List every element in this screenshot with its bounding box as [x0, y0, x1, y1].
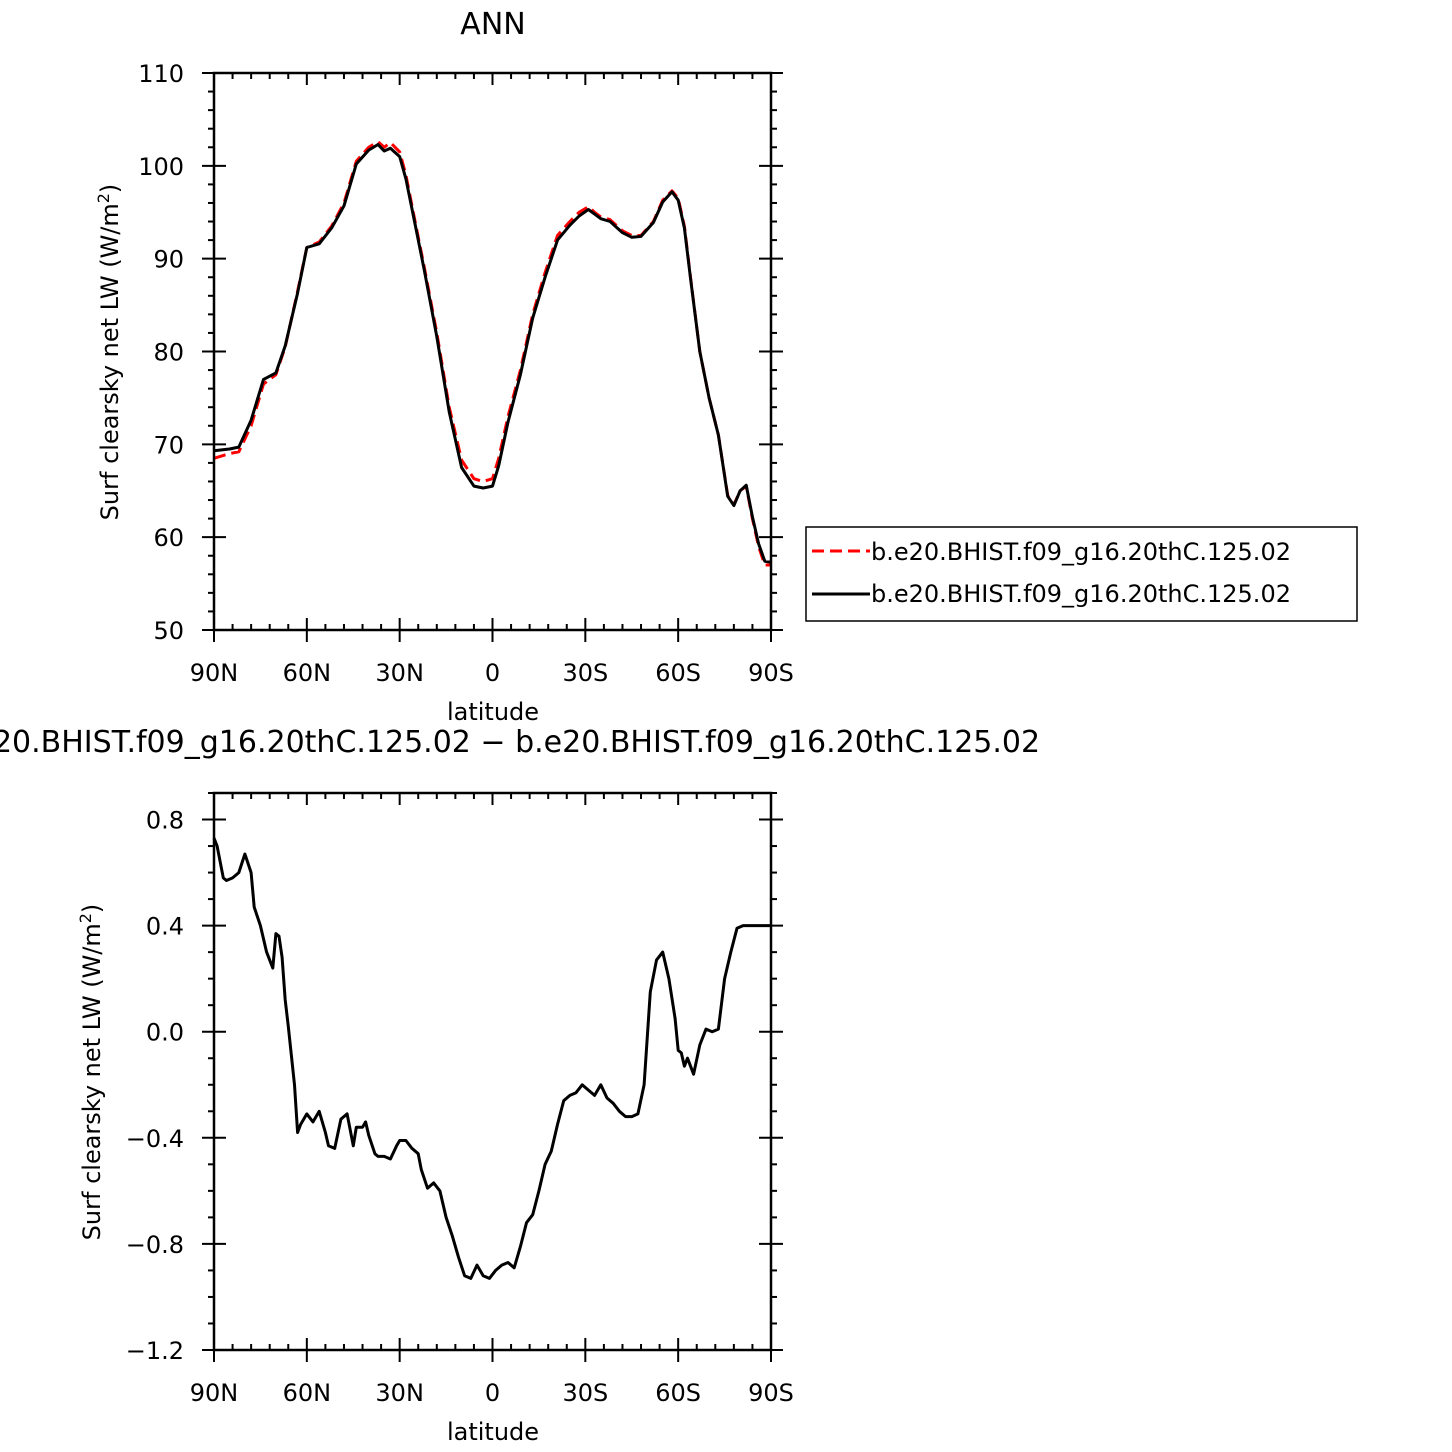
- x-tick-label: 30N: [375, 659, 424, 687]
- y-tick-label: 0.0: [146, 1019, 184, 1047]
- top-plot: ANN Surf clearsky net LW (W/m2) latitude…: [94, 7, 794, 726]
- x-tick-label: 30S: [562, 659, 608, 687]
- x-tick-label: 60S: [655, 1379, 701, 1407]
- top-plot-lines: [213, 140, 772, 567]
- legend: b.e20.BHIST.f09_g16.20thC.125.02 b.e20.B…: [805, 526, 1358, 622]
- x-tick-label: 60N: [283, 659, 332, 687]
- bottom-plot-ylabel: Surf clearsky net LW (W/m2): [76, 904, 106, 1241]
- y-tick-label: 0.8: [146, 807, 184, 835]
- top-plot-ylabel: Surf clearsky net LW (W/m2): [94, 184, 124, 521]
- y-tick-label: 50: [153, 617, 184, 645]
- top-plot-xlabel: latitude: [447, 698, 539, 726]
- x-tick-label: 30S: [562, 1379, 608, 1407]
- series-line-1: [213, 140, 771, 567]
- legend-entry-1: b.e20.BHIST.f09_g16.20thC.125.02: [871, 538, 1291, 566]
- top-plot-title: ANN: [460, 7, 525, 42]
- top-plot-ticks: 90N 60N 30N 0 30S 60S 90S 50 60 70 80 90 100 110: [138, 60, 794, 687]
- bottom-plot-lines: [212, 837, 771, 1280]
- bottom-plot-xlabel: latitude: [447, 1418, 539, 1446]
- series-line-2: [213, 143, 772, 564]
- x-tick-label: 30N: [375, 1379, 424, 1407]
- bottom-plot: b.e20.BHIST.f09_g16.20thC.125.02 − b.e20…: [0, 725, 1040, 1446]
- x-tick-label: 0: [485, 1379, 500, 1407]
- series-line-1: [212, 837, 771, 1280]
- top-plot-frame: [212, 71, 773, 632]
- y-tick-label: 90: [153, 246, 184, 274]
- y-tick-label: −0.4: [126, 1125, 184, 1153]
- bottom-plot-ticks: 90N 60N 30N 0 30S 60S 90S −1.2 −0.8 −0.4 0.0 0.4 0.8: [126, 792, 794, 1407]
- x-tick-label: 90S: [748, 659, 794, 687]
- bottom-plot-frame: [212, 791, 773, 1352]
- y-tick-label: 60: [153, 524, 184, 552]
- x-tick-label: 90S: [748, 1379, 794, 1407]
- legend-entry-2: b.e20.BHIST.f09_g16.20thC.125.02: [871, 580, 1291, 608]
- bottom-plot-title: b.e20.BHIST.f09_g16.20thC.125.02 − b.e20…: [0, 725, 1040, 760]
- y-tick-label: −1.2: [126, 1337, 184, 1365]
- x-tick-label: 0: [485, 659, 500, 687]
- y-tick-label: 110: [138, 60, 184, 88]
- y-tick-label: −0.8: [126, 1231, 184, 1259]
- x-tick-label: 90N: [190, 659, 239, 687]
- x-tick-label: 60S: [655, 659, 701, 687]
- y-tick-label: 80: [153, 339, 184, 367]
- x-tick-label: 90N: [190, 1379, 239, 1407]
- x-tick-label: 60N: [283, 1379, 332, 1407]
- legend-box: [805, 526, 1358, 622]
- y-tick-label: 0.4: [146, 913, 184, 941]
- y-tick-label: 70: [153, 431, 184, 459]
- y-tick-label: 100: [138, 153, 184, 181]
